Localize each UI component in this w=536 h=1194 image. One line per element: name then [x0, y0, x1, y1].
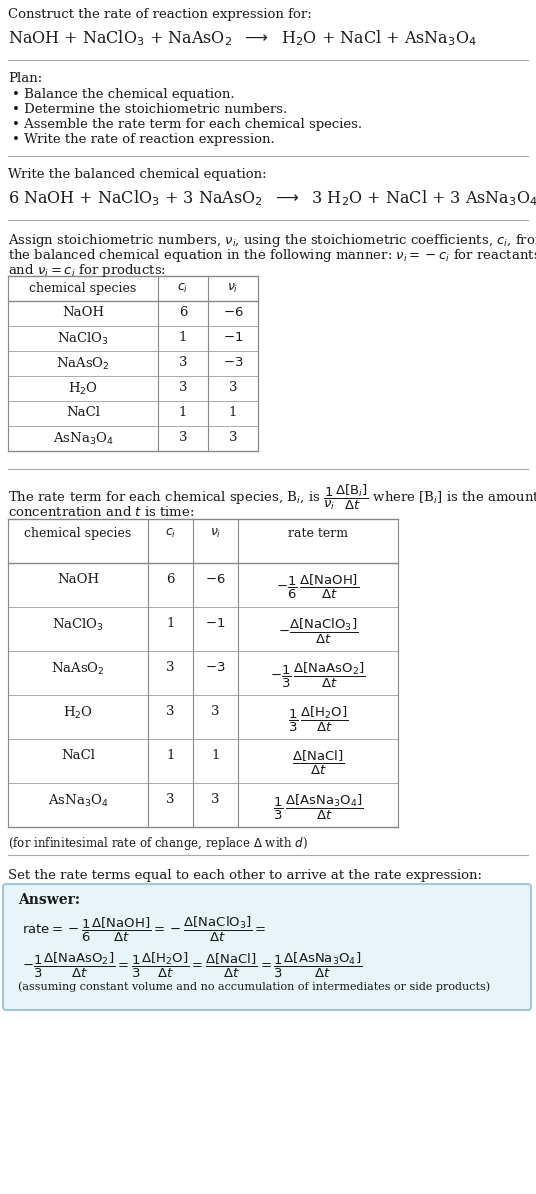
- Text: $-\dfrac{1}{6}\,\dfrac{\Delta[\mathrm{NaOH}]}{\Delta t}$: $-\dfrac{1}{6}\,\dfrac{\Delta[\mathrm{Na…: [277, 573, 360, 601]
- Text: 3: 3: [211, 793, 220, 806]
- Text: NaAsO$_2$: NaAsO$_2$: [56, 356, 110, 373]
- Text: 1: 1: [229, 406, 237, 419]
- Text: 1: 1: [179, 406, 187, 419]
- Text: NaAsO$_2$: NaAsO$_2$: [51, 661, 105, 677]
- Text: $\nu_i$: $\nu_i$: [227, 282, 239, 295]
- Text: 3: 3: [229, 431, 237, 444]
- Text: $c_i$: $c_i$: [177, 282, 189, 295]
- Text: NaOH + NaClO$_3$ + NaAsO$_2$  $\longrightarrow$  H$_2$O + NaCl + AsNa$_3$O$_4$: NaOH + NaClO$_3$ + NaAsO$_2$ $\longright…: [8, 27, 477, 48]
- Text: 1: 1: [179, 331, 187, 344]
- FancyBboxPatch shape: [3, 884, 531, 1010]
- Text: Assign stoichiometric numbers, $\nu_i$, using the stoichiometric coefficients, $: Assign stoichiometric numbers, $\nu_i$, …: [8, 232, 536, 250]
- Text: $\dfrac{\Delta[\mathrm{NaCl}]}{\Delta t}$: $\dfrac{\Delta[\mathrm{NaCl}]}{\Delta t}…: [292, 749, 344, 777]
- Text: $-\dfrac{\Delta[\mathrm{NaClO_3}]}{\Delta t}$: $-\dfrac{\Delta[\mathrm{NaClO_3}]}{\Delt…: [278, 617, 358, 646]
- Text: rate term: rate term: [288, 527, 348, 540]
- Text: $-6$: $-6$: [222, 306, 243, 319]
- Text: 3: 3: [211, 704, 220, 718]
- Text: 6: 6: [178, 306, 187, 319]
- Text: chemical species: chemical species: [24, 527, 132, 540]
- Text: Construct the rate of reaction expression for:: Construct the rate of reaction expressio…: [8, 8, 312, 21]
- Text: H$_2$O: H$_2$O: [63, 704, 93, 721]
- Text: $-\dfrac{1}{3}\dfrac{\Delta[\mathrm{NaAsO_2}]}{\Delta t} = \dfrac{1}{3}\dfrac{\D: $-\dfrac{1}{3}\dfrac{\Delta[\mathrm{NaAs…: [22, 950, 362, 980]
- Text: Answer:: Answer:: [18, 893, 80, 907]
- Text: 1: 1: [166, 749, 175, 762]
- Text: (assuming constant volume and no accumulation of intermediates or side products): (assuming constant volume and no accumul…: [18, 981, 490, 991]
- Text: NaOH: NaOH: [57, 573, 99, 586]
- Text: H$_2$O: H$_2$O: [68, 381, 98, 398]
- Text: $\dfrac{1}{3}\,\dfrac{\Delta[\mathrm{H_2O}]}{\Delta t}$: $\dfrac{1}{3}\,\dfrac{\Delta[\mathrm{H_2…: [288, 704, 348, 734]
- Text: 3: 3: [178, 356, 187, 369]
- Text: chemical species: chemical species: [29, 282, 137, 295]
- Text: • Balance the chemical equation.: • Balance the chemical equation.: [12, 88, 235, 101]
- Text: AsNa$_3$O$_4$: AsNa$_3$O$_4$: [53, 431, 113, 447]
- Text: 3: 3: [166, 704, 175, 718]
- Text: (for infinitesimal rate of change, replace $\Delta$ with $d$): (for infinitesimal rate of change, repla…: [8, 835, 308, 853]
- Text: 6 NaOH + NaClO$_3$ + 3 NaAsO$_2$  $\longrightarrow$  3 H$_2$O + NaCl + 3 AsNa$_3: 6 NaOH + NaClO$_3$ + 3 NaAsO$_2$ $\longr…: [8, 187, 536, 208]
- Text: $-\dfrac{1}{3}\,\dfrac{\Delta[\mathrm{NaAsO_2}]}{\Delta t}$: $-\dfrac{1}{3}\,\dfrac{\Delta[\mathrm{Na…: [270, 661, 366, 690]
- Text: 3: 3: [178, 381, 187, 394]
- Text: NaCl: NaCl: [66, 406, 100, 419]
- Text: 1: 1: [166, 617, 175, 630]
- Text: $-1$: $-1$: [205, 617, 226, 630]
- Text: • Assemble the rate term for each chemical species.: • Assemble the rate term for each chemic…: [12, 118, 362, 131]
- Text: NaCl: NaCl: [61, 749, 95, 762]
- Text: the balanced chemical equation in the following manner: $\nu_i = -c_i$ for react: the balanced chemical equation in the fo…: [8, 247, 536, 264]
- Text: • Write the rate of reaction expression.: • Write the rate of reaction expression.: [12, 133, 275, 146]
- Text: 3: 3: [178, 431, 187, 444]
- Text: $-3$: $-3$: [205, 661, 226, 673]
- Text: The rate term for each chemical species, B$_i$, is $\dfrac{1}{\nu_i}\dfrac{\Delt: The rate term for each chemical species,…: [8, 484, 536, 512]
- Text: concentration and $t$ is time:: concentration and $t$ is time:: [8, 505, 195, 519]
- Text: NaClO$_3$: NaClO$_3$: [52, 617, 104, 633]
- Text: $\dfrac{1}{3}\,\dfrac{\Delta[\mathrm{AsNa_3O_4}]}{\Delta t}$: $\dfrac{1}{3}\,\dfrac{\Delta[\mathrm{AsN…: [273, 793, 363, 823]
- Text: $\nu_i$: $\nu_i$: [210, 527, 221, 540]
- Text: 3: 3: [229, 381, 237, 394]
- Text: $-3$: $-3$: [223, 356, 243, 369]
- Text: • Determine the stoichiometric numbers.: • Determine the stoichiometric numbers.: [12, 103, 287, 116]
- Text: 6: 6: [166, 573, 175, 586]
- Text: $-1$: $-1$: [223, 331, 243, 344]
- Text: $c_i$: $c_i$: [165, 527, 176, 540]
- Text: Write the balanced chemical equation:: Write the balanced chemical equation:: [8, 168, 266, 181]
- Text: 3: 3: [166, 793, 175, 806]
- Text: NaOH: NaOH: [62, 306, 104, 319]
- Text: Plan:: Plan:: [8, 72, 42, 85]
- Text: 1: 1: [211, 749, 220, 762]
- Text: $\mathrm{rate} = -\dfrac{1}{6}\dfrac{\Delta[\mathrm{NaOH}]}{\Delta t} = -\dfrac{: $\mathrm{rate} = -\dfrac{1}{6}\dfrac{\De…: [22, 915, 266, 944]
- Text: and $\nu_i = c_i$ for products:: and $\nu_i = c_i$ for products:: [8, 261, 166, 279]
- Text: AsNa$_3$O$_4$: AsNa$_3$O$_4$: [48, 793, 108, 810]
- Text: 3: 3: [166, 661, 175, 673]
- Text: NaClO$_3$: NaClO$_3$: [57, 331, 109, 347]
- Text: $-6$: $-6$: [205, 573, 226, 586]
- Text: Set the rate terms equal to each other to arrive at the rate expression:: Set the rate terms equal to each other t…: [8, 869, 482, 882]
